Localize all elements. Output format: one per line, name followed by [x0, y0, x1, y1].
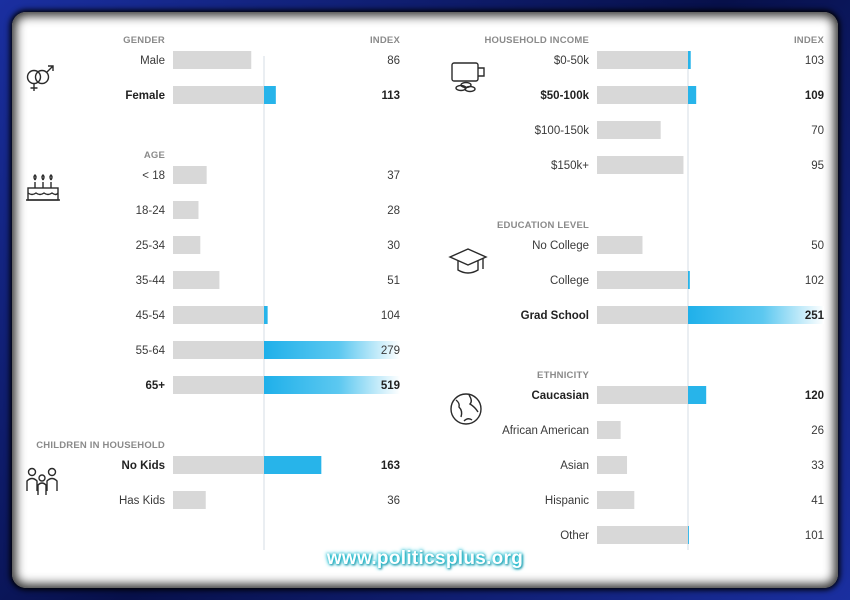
right-index-header: INDEX [794, 35, 824, 46]
bar-base-65 [173, 376, 264, 394]
category-label-hispanic: Hispanic [545, 495, 589, 507]
globe-icon [450, 393, 482, 425]
index-value-asian: 33 [811, 460, 824, 472]
bar-base-female [173, 86, 264, 104]
bar-over-no-kids [264, 456, 322, 474]
index-value-150k: 95 [811, 160, 824, 172]
category-label-grad-school: Grad School [521, 310, 589, 322]
category-label-no-college: No College [532, 240, 589, 252]
bar-base-50-100k [597, 86, 688, 104]
category-label-18: < 18 [142, 170, 165, 182]
graduation-cap-icon [448, 248, 488, 274]
index-value-45-54: 104 [381, 310, 401, 322]
category-label-male: Male [140, 55, 165, 67]
index-value-hispanic: 41 [811, 495, 824, 507]
category-label-caucasian: Caucasian [531, 390, 589, 402]
family-icon [26, 467, 58, 495]
category-label-35-44: 35-44 [136, 275, 166, 287]
index-value-no-kids: 163 [381, 460, 400, 472]
bar-over-female [264, 86, 276, 104]
bar-over-0-50k [688, 51, 691, 69]
section-header: ETHNICITY [537, 370, 589, 381]
watermark: www.politicsplus.org [326, 548, 524, 569]
bar-base-45-54 [173, 306, 264, 324]
index-value-25-34: 30 [387, 240, 400, 252]
category-label-25-34: 25-34 [136, 240, 166, 252]
category-label-18-24: 18-24 [136, 205, 166, 217]
index-value-55-64: 279 [381, 345, 400, 357]
index-value-african-american: 26 [811, 425, 824, 437]
index-value-other: 101 [805, 530, 824, 542]
bar-base-25-34 [173, 236, 201, 254]
bar-base-african-american [597, 421, 621, 439]
category-label-college: College [550, 275, 589, 287]
bar-base-college [597, 271, 688, 289]
bar-base-55-64 [173, 341, 264, 359]
bar-base-0-50k [597, 51, 688, 69]
category-label-100-150k: $100-150k [535, 125, 590, 137]
index-value-no-college: 50 [811, 240, 824, 252]
bar-base-male [173, 51, 252, 69]
index-value-18: 37 [387, 170, 400, 182]
category-label-50-100k: $50-100k [540, 90, 589, 102]
bar-over-50-100k [688, 86, 697, 104]
left-index-header: INDEX [370, 35, 400, 46]
index-value-college: 102 [805, 275, 824, 287]
section-header: GENDER [123, 35, 165, 46]
category-label-150k: $150k+ [551, 160, 589, 172]
bar-base-150k [597, 156, 684, 174]
category-label-has-kids: Has Kids [119, 495, 165, 507]
bar-base-no-kids [173, 456, 264, 474]
bar-base-18 [173, 166, 207, 184]
category-label-45-54: 45-54 [136, 310, 166, 322]
index-value-18-24: 28 [387, 205, 400, 217]
category-label-no-kids: No Kids [122, 460, 165, 472]
index-value-35-44: 51 [387, 275, 400, 287]
index-value-0-50k: 103 [805, 55, 824, 67]
section-header: HOUSEHOLD INCOME [484, 35, 589, 46]
index-value-100-150k: 70 [811, 125, 824, 137]
index-value-female: 113 [381, 90, 400, 102]
bar-base-100-150k [597, 121, 661, 139]
index-value-grad-school: 251 [805, 310, 825, 322]
section-header: EDUCATION LEVEL [497, 220, 589, 231]
bar-base-grad-school [597, 306, 688, 324]
bar-base-no-college [597, 236, 643, 254]
bar-base-35-44 [173, 271, 220, 289]
category-label-asian: Asian [560, 460, 589, 472]
index-value-male: 86 [387, 55, 400, 67]
gender-icon [26, 65, 54, 91]
section-header: AGE [144, 150, 165, 161]
white-panel [12, 12, 838, 588]
bar-base-has-kids [173, 491, 206, 509]
category-label-55-64: 55-64 [136, 345, 166, 357]
index-value-50-100k: 109 [805, 90, 824, 102]
wallet-icon [451, 62, 485, 93]
bar-base-caucasian [597, 386, 688, 404]
index-value-caucasian: 120 [805, 390, 824, 402]
bar-over-other [688, 526, 689, 544]
bar-base-other [597, 526, 688, 544]
bar-over-45-54 [264, 306, 268, 324]
bar-over-caucasian [688, 386, 707, 404]
category-label-65: 65+ [145, 380, 165, 392]
birthday-cake-icon [26, 174, 60, 201]
category-label-0-50k: $0-50k [554, 55, 589, 67]
category-label-african-american: African American [502, 425, 589, 437]
category-label-other: Other [560, 530, 589, 542]
index-value-65: 519 [381, 380, 400, 392]
section-header: CHILDREN IN HOUSEHOLD [36, 440, 165, 451]
bar-base-18-24 [173, 201, 199, 219]
bar-over-grad-school [688, 306, 824, 324]
bar-base-hispanic [597, 491, 635, 509]
bar-over-65 [264, 376, 400, 394]
index-value-has-kids: 36 [387, 495, 400, 507]
bar-over-55-64 [264, 341, 400, 359]
bar-over-college [688, 271, 690, 289]
category-label-female: Female [125, 90, 165, 102]
bar-base-asian [597, 456, 628, 474]
